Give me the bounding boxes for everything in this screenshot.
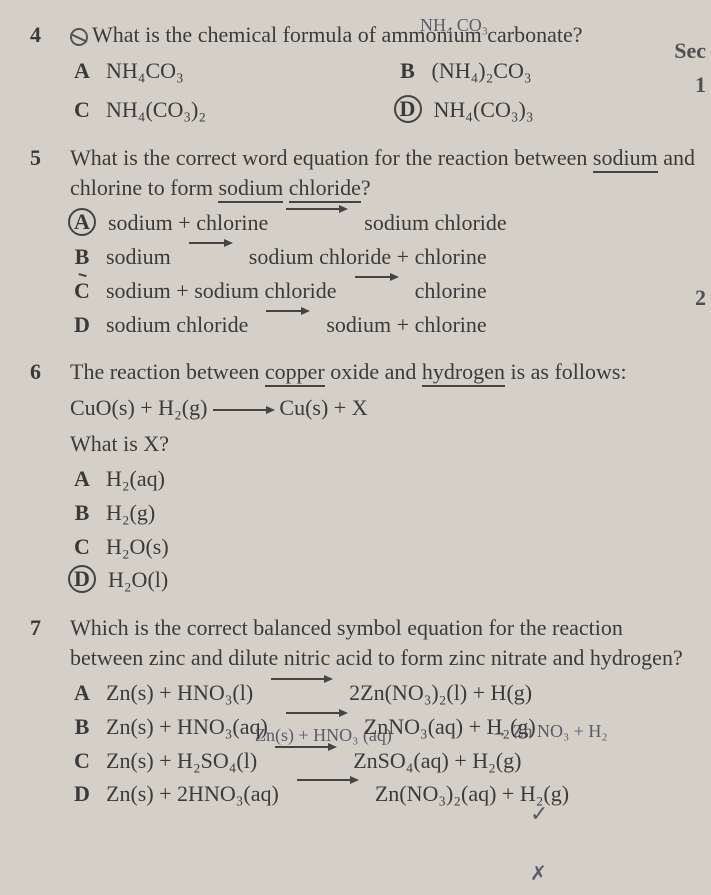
option-a: A H₂(aq) xyxy=(70,464,701,494)
stem-underline: sodium xyxy=(218,175,283,203)
option-b: B H₂(g) xyxy=(70,498,701,528)
question-7: 7 Which is the correct balanced symbol e… xyxy=(30,613,701,813)
arrow-icon xyxy=(286,712,346,714)
stem-text: What is the chemical formula of ammonium… xyxy=(92,22,583,47)
arrow-icon xyxy=(213,409,273,411)
option-d: Dsodium chloride sodium + chlorine xyxy=(70,310,701,340)
option-right: ZnNO₃(aq) + H₂(g) xyxy=(364,712,536,742)
question-number: 4 xyxy=(30,20,70,129)
option-d: DZn(s) + 2HNO₃(aq)Zn(NO₃)₂(aq) + H₂(g) xyxy=(70,779,701,809)
arrow-icon xyxy=(355,276,397,278)
option-left: Zn(s) + HNO₃(aq) xyxy=(106,712,268,742)
option-letter: B xyxy=(70,242,94,272)
option-a: A Zn(s) + HNO₃(l) 2Zn(NO₃)₂(l) + H(g) xyxy=(70,678,701,708)
option-left: Zn(s) + HNO₃(l) xyxy=(106,678,253,708)
option-text: NH₄(CO₃)₃ xyxy=(434,95,534,125)
stem-underline: hydrogen xyxy=(422,359,505,387)
option-letter: A xyxy=(68,208,96,236)
arrow-icon xyxy=(271,678,331,680)
stem-part: ? xyxy=(361,175,371,200)
option-right: sodium + chlorine xyxy=(326,310,486,340)
stem-part: The reaction between xyxy=(70,359,265,384)
arrow-icon xyxy=(266,310,308,312)
strike-icon xyxy=(70,28,88,46)
option-left: sodium chloride xyxy=(106,310,248,340)
question-number: 7 xyxy=(30,613,70,813)
question-6: 6 The reaction between copper oxide and … xyxy=(30,357,701,599)
option-letter: B xyxy=(396,56,420,86)
option-letter: D xyxy=(70,310,94,340)
option-right: sodium chloride xyxy=(364,208,506,238)
option-right: ZnSO₄(aq) + H₂(g) xyxy=(353,746,521,776)
option-letter: C xyxy=(70,746,94,776)
option-right: 2Zn(NO₃)₂(l) + H(g) xyxy=(349,678,532,708)
option-letter: C xyxy=(70,532,94,562)
option-letter: B xyxy=(70,712,94,742)
option-d-circled: D NH₄(CO₃)₃ xyxy=(396,95,702,125)
eq-left: CuO(s) + H₂(g) xyxy=(70,395,207,420)
option-b: B (NH₄)₂CO₃ xyxy=(396,56,702,86)
option-c: C Zn(s) + H₂SO₄(l) ZnSO₄(aq) + H₂(g) xyxy=(70,746,701,776)
option-text: H₂O(s) xyxy=(106,532,169,562)
option-text: NH₄CO₃ xyxy=(106,56,184,86)
option-text: H₂O(l) xyxy=(108,565,168,595)
option-text: NH₄(CO₃)₂ xyxy=(106,95,206,125)
option-right: sodium chloride + chlorine xyxy=(249,242,487,272)
option-left: sodium + sodium chloride xyxy=(106,276,337,306)
question-stem: Which is the correct balanced symbol equ… xyxy=(70,613,701,672)
option-a: A NH₄CO₃ xyxy=(70,56,376,86)
option-right: chlorine xyxy=(415,276,487,306)
stem-underline: copper xyxy=(265,359,325,387)
option-letter: D xyxy=(394,95,422,123)
option-letter: C xyxy=(70,276,94,306)
option-text: H₂(aq) xyxy=(106,464,165,494)
option-letter: A xyxy=(70,464,94,494)
equation: CuO(s) + H₂(g) Cu(s) + X xyxy=(70,393,701,423)
option-a-circled: Asodium + chlorine sodium chloride xyxy=(70,208,701,238)
eq-right: Cu(s) + X xyxy=(279,395,367,420)
question-number: 5 xyxy=(30,143,70,343)
question-stem: What is the correct word equation for th… xyxy=(70,143,701,202)
question-5: 5 What is the correct word equation for … xyxy=(30,143,701,343)
handwriting-check: ✓ xyxy=(530,801,548,827)
question-stem: What is the chemical formula of ammonium… xyxy=(70,20,701,50)
option-d-circled: D H₂O(l) xyxy=(70,565,701,595)
stem-underline: chloride xyxy=(289,175,361,203)
option-text: H₂(g) xyxy=(106,498,155,528)
option-left: Zn(s) + 2HNO₃(aq) xyxy=(106,779,279,809)
option-c: C NH₄(CO₃)₂ xyxy=(70,95,376,125)
option-letter: A xyxy=(70,678,94,708)
arrow-icon xyxy=(275,746,335,748)
stem-part xyxy=(283,175,289,200)
option-c: C H₂O(s) xyxy=(70,532,701,562)
option-text: (NH₄)₂CO₃ xyxy=(432,56,532,86)
arrow-icon xyxy=(297,779,357,781)
question-stem: The reaction between copper oxide and hy… xyxy=(70,357,701,387)
option-b: Bsodium sodium chloride + chlorine xyxy=(70,242,701,272)
stem-underline: sodium xyxy=(593,145,658,173)
option-letter: D xyxy=(70,779,94,809)
stem-part: oxide and xyxy=(325,359,422,384)
handwriting-cross: ✗ xyxy=(530,861,547,886)
option-letter: D xyxy=(68,565,96,593)
option-c: Csodium + sodium chloride chlorine xyxy=(70,276,701,306)
option-left: sodium xyxy=(106,242,171,272)
option-letter: C xyxy=(70,95,94,125)
option-left: sodium + chlorine xyxy=(108,208,268,238)
stem-part: is as follows: xyxy=(505,359,627,384)
question-4: 4 What is the chemical formula of ammoni… xyxy=(30,20,701,129)
option-letter: B xyxy=(70,498,94,528)
arrow-icon xyxy=(286,208,346,210)
arrow-icon xyxy=(189,242,231,244)
option-letter: A xyxy=(70,56,94,86)
option-left: Zn(s) + H₂SO₄(l) xyxy=(106,746,257,776)
option-b: B Zn(s) + HNO₃(aq) ZnNO₃(aq) + H₂(g) xyxy=(70,712,701,742)
stem-part: What is the correct word equation for th… xyxy=(70,145,593,170)
question-sub-stem: What is X? xyxy=(70,429,701,459)
question-number: 6 xyxy=(30,357,70,599)
handwriting-top: NH₄ CO₃ xyxy=(420,15,488,36)
